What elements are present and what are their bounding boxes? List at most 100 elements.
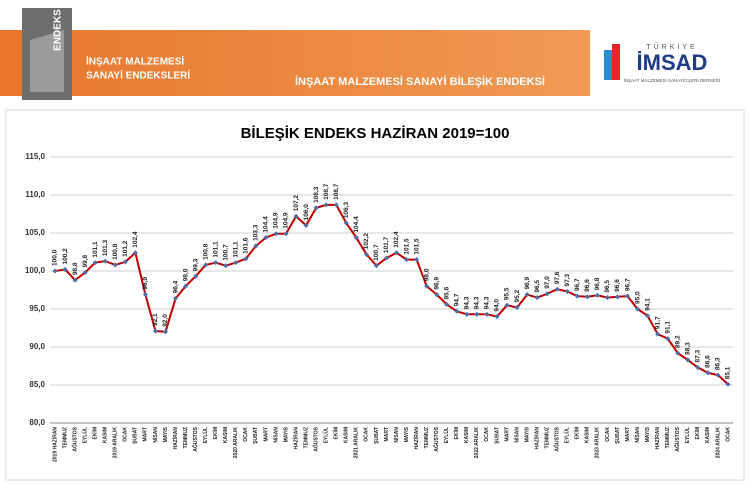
value-label: 101,6 [243, 237, 250, 254]
value-label: 96,7 [624, 278, 631, 291]
marker [132, 250, 138, 256]
value-label: 94,1 [644, 298, 651, 311]
x-tick-label: 2021 ARALIK [354, 427, 360, 459]
value-label: 92,0 [162, 314, 169, 327]
value-label: 100,8 [112, 243, 119, 260]
value-label: 96,6 [584, 279, 591, 292]
value-label: 104,9 [273, 212, 280, 229]
marker [484, 311, 490, 317]
x-tick-label: MAYIS [163, 426, 169, 442]
y-tick-label: 95,0 [29, 304, 45, 313]
x-tick-label: MART [143, 427, 149, 441]
value-label: 89,2 [674, 335, 681, 348]
value-label: 100,2 [62, 248, 69, 265]
value-label: 108,3 [313, 186, 320, 203]
marker [624, 293, 631, 299]
x-tick-label: NİSAN [513, 427, 520, 443]
value-label: 95,0 [634, 291, 641, 304]
x-tick-label: KASIM [585, 427, 591, 443]
x-tick-label: EKİM [453, 427, 460, 440]
value-label: 100,7 [222, 244, 229, 261]
x-tick-label: 2019 ARALIK [113, 427, 119, 459]
x-tick-label: HAZİRAN [172, 427, 179, 450]
x-tick-label: EYLÜL [81, 427, 88, 443]
marker [102, 258, 108, 264]
marker [404, 257, 410, 263]
x-tick-label: TEMMUZ [665, 427, 671, 448]
marker [373, 263, 379, 269]
marker [715, 372, 721, 378]
x-tick-label: AĞUSTOS [70, 426, 78, 451]
value-label: 101,1 [212, 241, 219, 258]
value-label: 106,3 [343, 201, 350, 218]
marker [504, 302, 510, 308]
marker [434, 292, 440, 298]
value-label: 86,6 [705, 355, 712, 368]
x-tick-label: TEMMUZ [62, 427, 68, 448]
x-tick-label: EYLÜL [202, 427, 209, 443]
x-tick-label: OCAK [123, 427, 129, 442]
value-label: 96,6 [614, 279, 621, 292]
x-tick-label: MART [384, 427, 390, 441]
value-label: 100,0 [52, 249, 59, 266]
x-tick-label: KASIM [705, 427, 711, 443]
value-label: 104,4 [263, 216, 270, 233]
x-tick-label: HAZİRAN [533, 427, 540, 450]
y-tick-label: 105,0 [25, 228, 46, 237]
x-tick-label: EYLÜL [564, 427, 571, 443]
value-label: 106,0 [303, 204, 310, 221]
value-label: 96,7 [574, 278, 581, 291]
marker [152, 328, 159, 334]
value-label: 104,9 [283, 212, 290, 229]
value-label: 104,4 [353, 216, 360, 233]
y-tick-label: 90,0 [29, 342, 45, 351]
value-label: 101,7 [383, 236, 390, 253]
marker [383, 255, 390, 261]
value-label: 96,5 [534, 280, 541, 293]
center-title: İNŞAAT MALZEMESİ SANAYİ BİLEŞİK ENDEKSİ [295, 75, 545, 88]
value-label: 96,9 [524, 277, 531, 290]
value-label: 96,8 [594, 277, 601, 290]
value-label: 96,5 [604, 280, 611, 293]
x-tick-label: EKİM [574, 427, 581, 440]
x-tick-label: MART [625, 427, 631, 441]
marker [343, 220, 349, 226]
x-tick-label: TEMMUZ [424, 427, 430, 448]
value-label: 87,3 [695, 349, 702, 362]
marker [92, 260, 98, 266]
brand: İMSAD [637, 50, 708, 75]
marker [263, 235, 269, 241]
x-tick-label: OCAK [484, 427, 490, 442]
marker [72, 277, 78, 283]
marker [695, 364, 701, 371]
x-tick-label: NİSAN [152, 427, 159, 443]
x-tick-label: EKİM [333, 427, 340, 440]
marker [243, 256, 249, 262]
x-tick-label: TEMMUZ [303, 427, 309, 448]
marker [273, 231, 279, 237]
marker [645, 313, 651, 319]
value-label: 97,6 [554, 271, 561, 284]
marker [323, 202, 329, 208]
marker [614, 294, 621, 300]
marker [233, 260, 239, 266]
y-tick-label: 110,0 [25, 190, 45, 199]
marker [424, 283, 430, 289]
marker [112, 262, 118, 268]
marker [183, 283, 189, 289]
marker [464, 311, 470, 317]
value-label: 103,3 [253, 224, 260, 241]
x-tick-label: KASIM [103, 427, 109, 443]
x-tick-label: AĞUSTOS [432, 426, 440, 451]
value-label: 97,0 [544, 276, 551, 289]
marker [142, 292, 148, 298]
value-label: 98,0 [423, 268, 430, 281]
x-tick-label: KASIM [223, 427, 229, 443]
marker [193, 273, 199, 279]
x-tick-label: EYLÜL [684, 427, 691, 443]
marker [494, 314, 500, 320]
marker [705, 370, 711, 376]
value-label: 100,7 [373, 244, 380, 261]
marker [534, 295, 540, 301]
value-label: 96,9 [433, 277, 440, 290]
